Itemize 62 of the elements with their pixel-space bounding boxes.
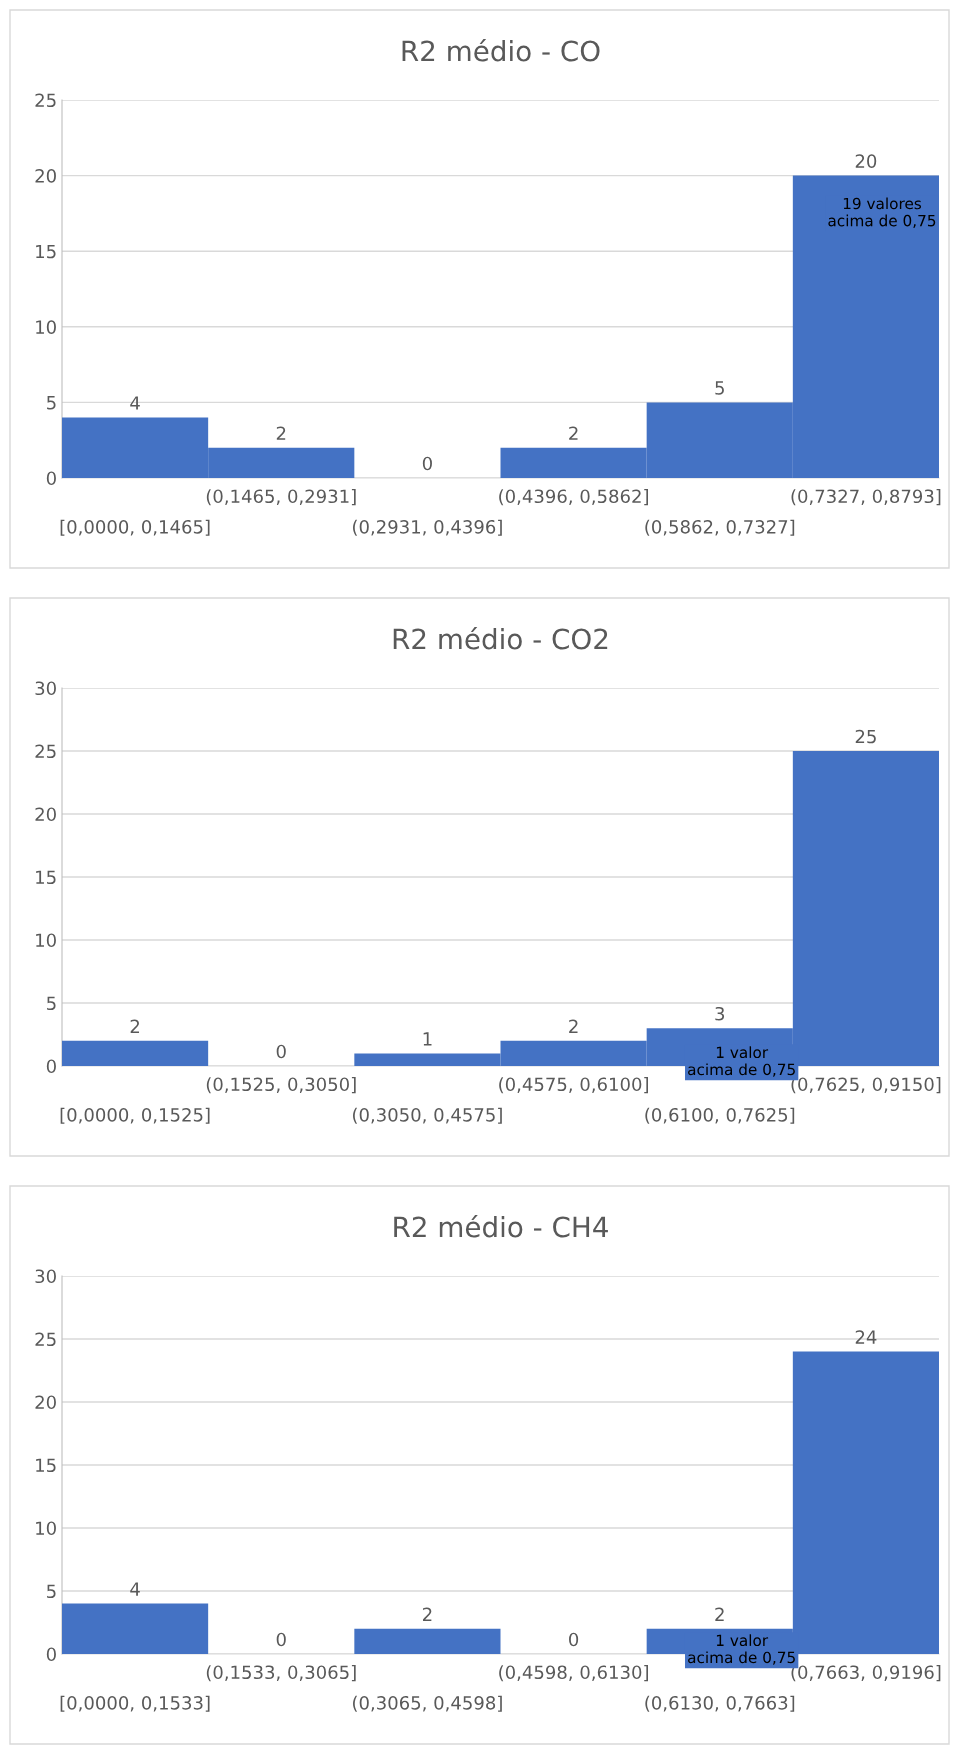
data-label: 0 <box>276 1044 286 1059</box>
data-label: 2 <box>569 426 578 440</box>
data-label: 4 <box>130 1582 140 1596</box>
x-tick-label: (0,7327, 0,8793] <box>791 489 941 506</box>
data-label: 3 <box>715 1006 725 1021</box>
x-tick-label: (0,1465, 0,2931] <box>206 489 356 506</box>
y-tick-label: 25 <box>35 93 56 108</box>
data-label: 2 <box>423 1607 432 1621</box>
data-label: 5 <box>715 381 724 395</box>
x-tick-label: (0,7663, 0,9196] <box>791 1665 941 1682</box>
x-tick-label: (0,1525, 0,3050] <box>206 1077 356 1094</box>
x-tick-label: [0,0000, 0,1525] <box>60 1107 210 1124</box>
y-tick-label: 30 <box>35 681 56 696</box>
data-label: 0 <box>569 1632 579 1647</box>
y-tick-label: 10 <box>36 320 56 334</box>
x-tick-label: (0,6130, 0,7663] <box>645 1695 795 1712</box>
data-label: 2 <box>130 1019 140 1033</box>
chart-title: R2 médio - CO2 <box>393 626 608 650</box>
annotation: 19 valores acima de 0,75 <box>828 197 936 228</box>
y-tick-label: 20 <box>35 169 56 183</box>
x-tick-label: (0,1533, 0,3065] <box>206 1665 356 1682</box>
annotation: 1 valor acima de 0,75 <box>688 1634 795 1665</box>
x-tick-label: [0,0000, 0,1465] <box>60 519 210 536</box>
y-tick-label: 0 <box>46 1059 56 1074</box>
y-tick-label: 5 <box>47 996 56 1011</box>
data-label: 0 <box>422 456 432 471</box>
data-label: 2 <box>715 1607 724 1621</box>
y-tick-label: 15 <box>36 244 56 259</box>
x-tick-label: (0,7625, 0,9150] <box>791 1077 941 1094</box>
x-tick-label: (0,3065, 0,4598] <box>353 1695 502 1712</box>
x-tick-label: (0,5862, 0,7327] <box>645 519 795 536</box>
y-tick-label: 25 <box>35 1332 56 1347</box>
data-label: 1 <box>423 1032 432 1046</box>
x-tick-label: (0,3050, 0,4575] <box>353 1107 502 1124</box>
data-label: 2 <box>276 426 286 440</box>
y-tick-label: 5 <box>47 1584 56 1599</box>
data-label: 25 <box>855 729 876 744</box>
y-tick-label: 5 <box>47 396 56 410</box>
x-tick-label: (0,4396, 0,5862] <box>499 489 648 506</box>
y-tick-label: 20 <box>35 807 56 822</box>
x-tick-label: (0,4598, 0,6130] <box>499 1665 648 1682</box>
data-label: 4 <box>130 396 140 410</box>
y-tick-label: 15 <box>36 1458 56 1473</box>
data-label: 0 <box>276 1632 286 1647</box>
data-label: 24 <box>855 1330 877 1344</box>
y-tick-label: 0 <box>46 471 56 486</box>
y-tick-label: 25 <box>35 744 56 759</box>
x-tick-label: (0,6100, 0,7625] <box>645 1107 795 1124</box>
y-tick-label: 10 <box>36 933 56 948</box>
chart-title: R2 médio - CH4 <box>394 1214 608 1238</box>
y-tick-label: 10 <box>36 1521 56 1536</box>
data-label: 20 <box>855 154 877 168</box>
y-tick-label: 30 <box>35 1269 56 1284</box>
y-tick-label: 15 <box>36 870 56 885</box>
annotation: 1 valor acima de 0,75 <box>688 1046 795 1077</box>
chart-title: R2 médio - CO <box>402 38 600 62</box>
x-tick-label: [0,0000, 0,1533] <box>60 1695 210 1712</box>
y-tick-label: 20 <box>35 1395 56 1410</box>
y-tick-label: 0 <box>46 1647 56 1662</box>
x-tick-label: (0,4575, 0,6100] <box>499 1077 648 1094</box>
x-tick-label: (0,2931, 0,4396] <box>353 519 502 536</box>
data-label: 2 <box>569 1019 578 1033</box>
